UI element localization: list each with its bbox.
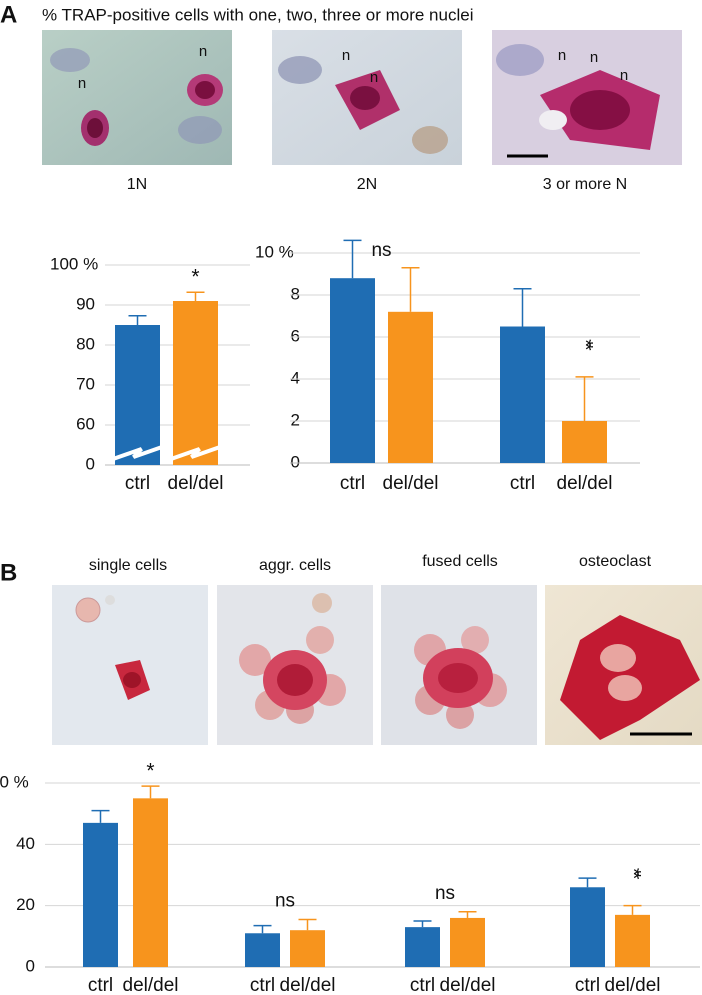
x-tick-label: del/del: [168, 473, 224, 494]
nucleus-label: n: [558, 47, 566, 64]
nucleus-label: n: [199, 43, 207, 60]
y-tick-label: 10 %: [255, 242, 294, 261]
significance-label: ns: [435, 883, 455, 904]
bar: [500, 326, 545, 463]
y-tick-label: 80: [76, 334, 95, 353]
x-tick-label: del/del: [123, 975, 179, 995]
y-tick-label: 90: [76, 294, 95, 313]
y-tick-label: 100 %: [50, 254, 98, 273]
image-caption: single cells: [89, 557, 167, 574]
y-tick-label: 40: [16, 834, 35, 853]
x-tick-label: del/del: [440, 975, 496, 995]
micrograph: [42, 30, 232, 165]
bar: [290, 930, 325, 967]
significance-label: **: [622, 868, 644, 880]
nucleus-label: n: [620, 67, 628, 84]
y-tick-label: 0: [291, 452, 300, 471]
bar: [245, 933, 280, 967]
bar: [615, 914, 650, 967]
x-tick-label: del/del: [383, 473, 439, 494]
image-caption: 3 or more N: [543, 176, 627, 193]
y-tick-label: 8: [291, 284, 300, 303]
bar: [173, 301, 218, 465]
bar: [115, 325, 160, 465]
panel-label: A: [0, 1, 17, 28]
x-tick-label: ctrl: [340, 473, 365, 494]
x-tick-label: del/del: [557, 473, 613, 494]
micrograph: [381, 585, 537, 745]
x-tick-label: ctrl: [250, 975, 275, 995]
x-tick-label: ctrl: [125, 473, 150, 494]
y-tick-label: 20: [16, 895, 35, 914]
bar: [450, 917, 485, 967]
x-tick-label: del/del: [280, 975, 336, 995]
x-tick-label: ctrl: [88, 975, 113, 995]
micrograph: [52, 585, 208, 745]
axis-break: [170, 445, 221, 461]
image-caption: fused cells: [422, 553, 498, 570]
y-tick-label: 0: [86, 454, 95, 473]
image-caption: 2N: [357, 176, 377, 193]
y-tick-label: 6: [291, 326, 300, 345]
panel-title: % TRAP-positive cells with one, two, thr…: [42, 5, 473, 24]
x-tick-label: ctrl: [575, 975, 600, 995]
image-caption: aggr. cells: [259, 557, 331, 574]
significance-label: *: [191, 266, 199, 289]
y-tick-label: 60 %: [0, 772, 29, 791]
significance-label: ns: [275, 890, 295, 911]
x-tick-label: ctrl: [510, 473, 535, 494]
nucleus-label: n: [590, 49, 598, 66]
nucleus-label: n: [342, 47, 350, 64]
y-tick-label: 2: [291, 410, 300, 429]
x-tick-label: ctrl: [410, 975, 435, 995]
nucleus-label: n: [78, 75, 86, 92]
x-tick-label: del/del: [605, 975, 661, 995]
micrograph: [492, 30, 682, 165]
panel-label: B: [0, 559, 17, 586]
bar: [405, 927, 440, 967]
significance-label: *: [146, 760, 154, 783]
y-tick-label: 0: [26, 956, 35, 975]
bar: [330, 278, 375, 463]
axis-break: [112, 445, 163, 461]
significance-label: **: [574, 339, 596, 351]
bar: [570, 887, 605, 967]
bar: [562, 421, 607, 463]
image-caption: osteoclast: [579, 553, 652, 570]
micrograph: [545, 585, 702, 745]
significance-label: ns: [371, 240, 391, 261]
bar: [388, 311, 433, 463]
y-tick-label: 60: [76, 414, 95, 433]
micrograph: [272, 30, 462, 165]
y-tick-label: 70: [76, 374, 95, 393]
nucleus-label: n: [370, 69, 378, 86]
bar: [133, 798, 168, 967]
micrograph: [217, 585, 373, 745]
y-tick-label: 4: [291, 368, 300, 387]
bar: [83, 822, 118, 967]
image-caption: 1N: [127, 176, 147, 193]
